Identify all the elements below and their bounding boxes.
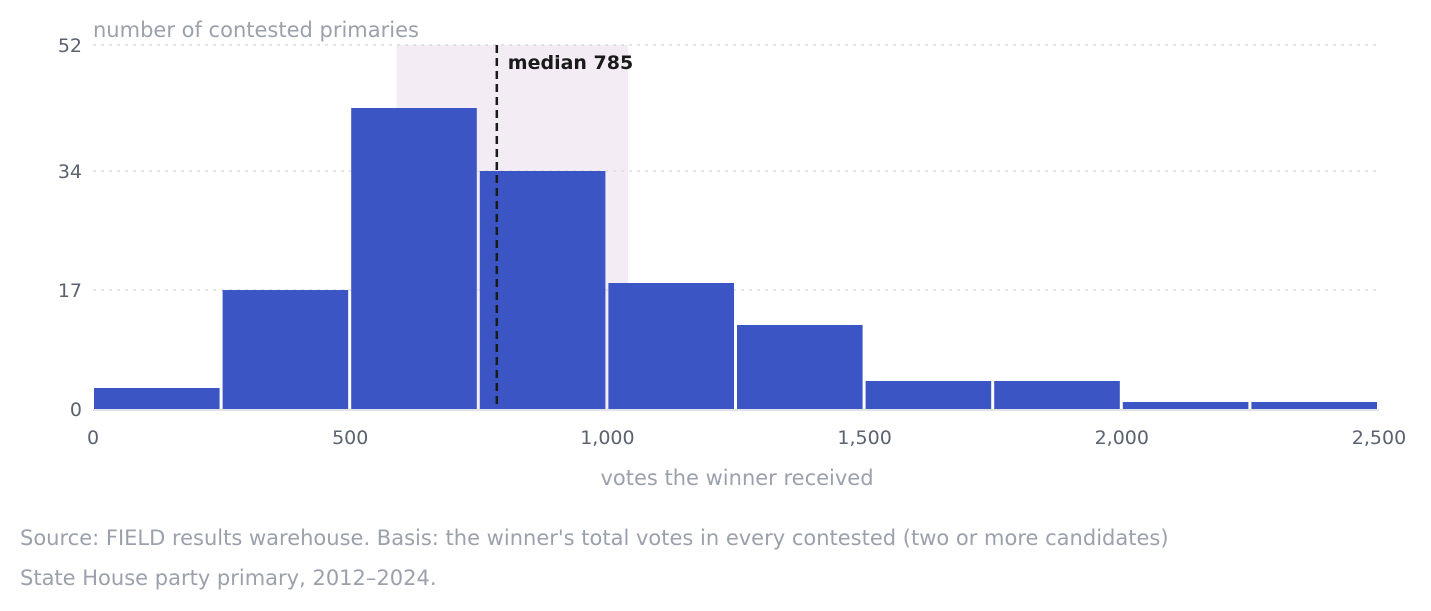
- source-note: Source: FIELD results warehouse. Basis: …: [20, 526, 1169, 590]
- histogram-bar-0: [94, 388, 220, 409]
- histogram-bar-6: [865, 381, 992, 409]
- gridlines: [93, 44, 1379, 291]
- y-tick-label-52: 52: [58, 35, 82, 57]
- tick-labels: 0 17 34 52 0 500 1,000 1,500 2,000 2,500: [58, 35, 1406, 449]
- histogram-bar-4: [608, 283, 734, 409]
- y-tick-label-34: 34: [58, 161, 82, 183]
- histogram-bar-5: [737, 325, 863, 409]
- x-tick-label-500: 500: [332, 427, 368, 449]
- histogram-bar-3: [479, 171, 606, 409]
- x-tick-label-1500: 1,500: [837, 427, 891, 449]
- median-marker: median 785: [495, 45, 633, 409]
- x-axis-title: votes the winner received: [600, 466, 873, 490]
- histogram-bar-1: [222, 290, 349, 409]
- y-tick-label-0: 0: [70, 399, 82, 421]
- x-tick-label-0: 0: [87, 427, 99, 449]
- median-label: median 785: [508, 52, 633, 74]
- histogram-bar-8: [1122, 402, 1249, 409]
- histogram-bar-7: [994, 381, 1120, 409]
- histogram-bar-9: [1251, 402, 1377, 409]
- x-tick-label-2500: 2,500: [1352, 427, 1406, 449]
- bars: [94, 108, 1377, 409]
- y-axis-title: number of contested primaries: [93, 18, 419, 42]
- histogram-chart: median 785 0 17 34 52 0 500 1,000 1,500 2,000 2,5…: [58, 18, 1406, 490]
- x-tick-label-2000: 2,000: [1095, 427, 1149, 449]
- histogram-bar-2: [351, 108, 477, 409]
- x-tick-label-1000: 1,000: [580, 427, 634, 449]
- y-tick-label-17: 17: [58, 280, 82, 302]
